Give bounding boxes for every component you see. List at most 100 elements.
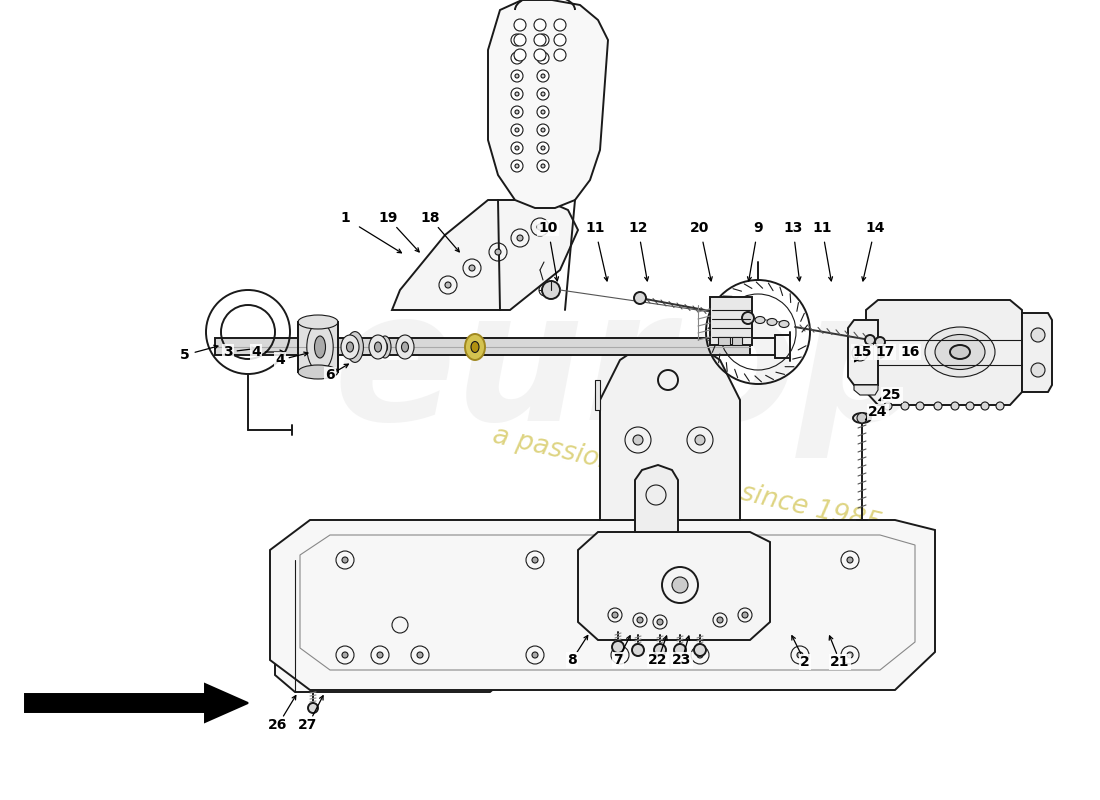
Ellipse shape bbox=[315, 336, 326, 358]
Circle shape bbox=[495, 249, 500, 255]
Circle shape bbox=[469, 265, 475, 271]
Circle shape bbox=[901, 402, 909, 410]
Circle shape bbox=[617, 652, 623, 658]
Bar bbox=[732, 337, 742, 345]
Circle shape bbox=[541, 56, 544, 60]
Circle shape bbox=[515, 110, 519, 114]
Ellipse shape bbox=[471, 342, 478, 353]
Text: 7: 7 bbox=[613, 653, 623, 667]
Polygon shape bbox=[275, 560, 510, 692]
Polygon shape bbox=[214, 338, 750, 355]
Circle shape bbox=[517, 235, 522, 241]
Circle shape bbox=[554, 49, 566, 61]
Circle shape bbox=[674, 644, 686, 656]
Circle shape bbox=[537, 52, 549, 64]
Circle shape bbox=[514, 19, 526, 31]
Polygon shape bbox=[600, 340, 740, 520]
Circle shape bbox=[742, 612, 748, 618]
Text: 2: 2 bbox=[800, 655, 810, 669]
Circle shape bbox=[847, 652, 852, 658]
Text: 5: 5 bbox=[180, 348, 190, 362]
Circle shape bbox=[515, 74, 519, 78]
Circle shape bbox=[541, 128, 544, 132]
Text: 18: 18 bbox=[420, 211, 440, 225]
Ellipse shape bbox=[925, 327, 996, 377]
Text: 11: 11 bbox=[812, 221, 832, 235]
Text: 24: 24 bbox=[868, 405, 888, 419]
Text: 9: 9 bbox=[754, 221, 762, 235]
Circle shape bbox=[515, 92, 519, 96]
Circle shape bbox=[857, 413, 867, 423]
Circle shape bbox=[1031, 363, 1045, 377]
Text: 26: 26 bbox=[268, 718, 288, 732]
Circle shape bbox=[934, 402, 942, 410]
Ellipse shape bbox=[298, 365, 338, 379]
Polygon shape bbox=[595, 380, 600, 410]
Circle shape bbox=[966, 402, 974, 410]
Circle shape bbox=[865, 335, 874, 345]
Circle shape bbox=[537, 34, 549, 46]
Circle shape bbox=[308, 703, 318, 713]
Circle shape bbox=[612, 612, 618, 618]
Circle shape bbox=[537, 142, 549, 154]
Text: 15: 15 bbox=[852, 345, 871, 359]
Text: 10: 10 bbox=[538, 221, 558, 235]
Text: 25: 25 bbox=[882, 388, 902, 402]
Circle shape bbox=[512, 124, 522, 136]
Polygon shape bbox=[1022, 313, 1052, 392]
Text: 11: 11 bbox=[585, 221, 605, 235]
Circle shape bbox=[512, 52, 522, 64]
Circle shape bbox=[532, 652, 538, 658]
Circle shape bbox=[541, 74, 544, 78]
Circle shape bbox=[446, 282, 451, 288]
Circle shape bbox=[634, 292, 646, 304]
Circle shape bbox=[537, 106, 549, 118]
Text: 17: 17 bbox=[876, 345, 894, 359]
Bar bbox=[718, 337, 730, 345]
Circle shape bbox=[342, 652, 348, 658]
Ellipse shape bbox=[950, 345, 970, 359]
Bar bbox=[710, 297, 752, 345]
Text: europ: europ bbox=[333, 282, 926, 458]
Ellipse shape bbox=[307, 322, 333, 371]
Text: 23: 23 bbox=[672, 653, 692, 667]
Circle shape bbox=[512, 70, 522, 82]
Circle shape bbox=[515, 38, 519, 42]
Circle shape bbox=[417, 652, 424, 658]
Text: a passion for parts since 1985: a passion for parts since 1985 bbox=[490, 422, 884, 538]
Circle shape bbox=[537, 124, 549, 136]
Ellipse shape bbox=[346, 331, 363, 362]
Circle shape bbox=[672, 577, 688, 593]
Circle shape bbox=[515, 128, 519, 132]
Circle shape bbox=[534, 19, 546, 31]
Circle shape bbox=[654, 599, 666, 611]
Text: 1: 1 bbox=[340, 211, 350, 225]
Ellipse shape bbox=[374, 342, 382, 352]
Text: 8: 8 bbox=[568, 653, 576, 667]
Circle shape bbox=[554, 19, 566, 31]
Circle shape bbox=[632, 644, 644, 656]
Circle shape bbox=[541, 146, 544, 150]
Ellipse shape bbox=[341, 335, 359, 359]
Text: 4: 4 bbox=[251, 345, 261, 359]
Circle shape bbox=[554, 34, 566, 46]
Polygon shape bbox=[635, 465, 678, 532]
Circle shape bbox=[541, 110, 544, 114]
Circle shape bbox=[884, 402, 892, 410]
Circle shape bbox=[612, 641, 624, 653]
Circle shape bbox=[697, 557, 703, 563]
Text: 27: 27 bbox=[298, 718, 318, 732]
Circle shape bbox=[512, 142, 522, 154]
Circle shape bbox=[657, 619, 663, 625]
Circle shape bbox=[515, 164, 519, 168]
Ellipse shape bbox=[346, 342, 353, 352]
Circle shape bbox=[512, 34, 522, 46]
Circle shape bbox=[695, 435, 705, 445]
Circle shape bbox=[654, 644, 666, 656]
Circle shape bbox=[541, 38, 544, 42]
Circle shape bbox=[537, 88, 549, 100]
Circle shape bbox=[874, 337, 886, 347]
Circle shape bbox=[852, 345, 868, 361]
Ellipse shape bbox=[368, 335, 387, 359]
Ellipse shape bbox=[755, 317, 764, 323]
